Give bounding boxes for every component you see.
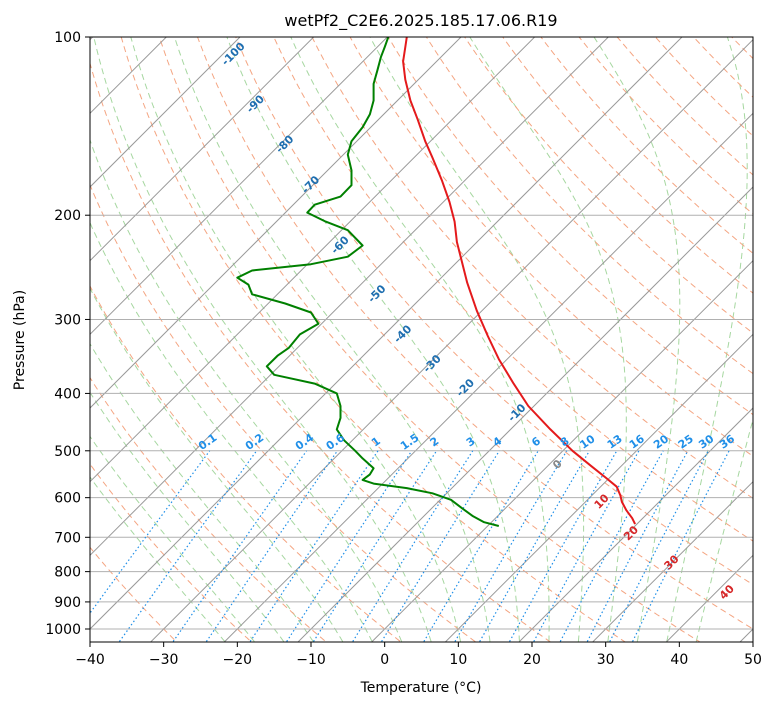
dry-adiabat-line xyxy=(502,37,753,294)
moist-adiabats xyxy=(90,37,753,642)
isotherm-line xyxy=(518,407,753,642)
mixing-ratio-line xyxy=(90,450,211,615)
dry-adiabat-line xyxy=(311,37,753,499)
moist-adiabat-line xyxy=(90,287,344,642)
dry-adiabat-line xyxy=(90,61,552,642)
isotherm-line xyxy=(90,37,536,483)
isotherm-line xyxy=(90,37,315,262)
y-tick-label: 400 xyxy=(54,386,81,402)
y-tick-label: 1000 xyxy=(45,622,81,638)
mixing-ratio-line xyxy=(533,450,640,642)
y-tick-label: 500 xyxy=(54,444,81,460)
chart-title: wetPf2_C2E6.2025.185.17.06.R19 xyxy=(284,11,557,31)
dry-adiabats xyxy=(90,37,753,642)
x-tick-label: −30 xyxy=(149,652,179,668)
moist-adiabat-line xyxy=(469,37,627,642)
x-axis-ticks: −40 −30 −20 −10 0 10 20 30 40 50 xyxy=(75,642,762,668)
moist-adiabat-line xyxy=(90,476,226,642)
moist-adiabat-line xyxy=(593,37,681,642)
moist-adiabat-line xyxy=(369,37,585,642)
y-tick-label: 200 xyxy=(54,208,81,224)
y-tick-label: 300 xyxy=(54,312,81,328)
dry-adiabat-line xyxy=(196,37,753,630)
isotherm-line xyxy=(223,112,753,642)
y-axis-ticks: 1000 900 800 700 600 500 400 300 200 100 xyxy=(45,30,90,638)
y-axis-label: Pressure (hPa) xyxy=(12,290,28,390)
y-tick-label: 100 xyxy=(54,30,81,46)
y-tick-label: 700 xyxy=(54,530,81,546)
dry-adiabat-line xyxy=(235,37,753,586)
y-tick-label: 900 xyxy=(54,595,81,611)
moist-adiabat-line xyxy=(226,37,520,642)
isotherm-line xyxy=(90,37,462,409)
isotherm-line xyxy=(90,37,389,336)
temperature-profile-line xyxy=(402,37,636,525)
isotherm-line xyxy=(370,259,753,642)
isotherm-line xyxy=(297,186,753,642)
dry-adiabat-line xyxy=(464,37,753,334)
isotherm-line xyxy=(149,38,753,642)
mixing-ratio-lines xyxy=(90,450,730,642)
x-tick-label: 10 xyxy=(449,652,467,668)
dry-adiabat-line xyxy=(387,37,753,416)
moist-adiabat-line xyxy=(290,37,550,642)
mixing-ratio-line xyxy=(509,450,618,642)
moist-adiabat-line xyxy=(90,221,373,642)
dry-adiabat-line xyxy=(90,463,253,642)
plot-area: 0.1 0.2 0.4 0.6 1 1.5 2 3 4 6 8 10 13 16 20 25 30 36-100-… xyxy=(90,37,753,642)
isotherm-line xyxy=(90,37,610,557)
x-axis-label: Temperature (°C) xyxy=(360,680,482,696)
dry-adiabat-line xyxy=(90,285,402,642)
x-tick-label: 0 xyxy=(380,652,389,668)
mixing-ratio-line xyxy=(172,450,308,642)
mixing-ratio-line xyxy=(559,450,664,642)
dry-adiabat-line xyxy=(120,37,627,642)
x-tick-label: 30 xyxy=(597,652,615,668)
dry-adiabat-line xyxy=(425,37,753,375)
dewpoint-profile-line xyxy=(236,37,500,527)
x-tick-label: 40 xyxy=(670,652,688,668)
dry-adiabat-line xyxy=(158,37,701,642)
mixing-ratio-line xyxy=(632,450,730,642)
isotherm-line xyxy=(444,333,753,642)
x-tick-label: −40 xyxy=(75,652,105,668)
profile-series xyxy=(236,37,636,527)
moist-adiabat-line xyxy=(90,138,403,642)
isotherms xyxy=(90,37,753,642)
y-tick-label: 800 xyxy=(54,565,81,581)
mixing-ratio-line xyxy=(205,450,338,642)
mixing-ratio-line xyxy=(119,450,258,642)
isotherm-line xyxy=(90,37,241,188)
x-tick-label: −10 xyxy=(296,652,326,668)
x-tick-label: −20 xyxy=(223,652,253,668)
y-tick-label: 600 xyxy=(54,491,81,507)
plot-frame xyxy=(89,36,754,643)
dry-adiabat-line xyxy=(90,376,327,642)
x-tick-label: 20 xyxy=(523,652,541,668)
dry-adiabat-line xyxy=(90,546,178,642)
mixing-ratio-line xyxy=(286,450,413,642)
x-tick-label: 50 xyxy=(744,652,762,668)
moist-adiabat-line xyxy=(130,37,461,642)
mixing-ratio-line xyxy=(313,450,438,642)
mixing-ratio-line xyxy=(249,450,379,642)
dry-adiabat-line xyxy=(273,37,753,542)
isotherm-line xyxy=(90,37,683,630)
mixing-ratio-line xyxy=(381,450,500,642)
moist-adiabat-line xyxy=(93,37,432,642)
moist-adiabat-line xyxy=(174,37,491,642)
isotherm-line xyxy=(591,480,753,642)
moist-adiabat-line xyxy=(666,37,748,642)
